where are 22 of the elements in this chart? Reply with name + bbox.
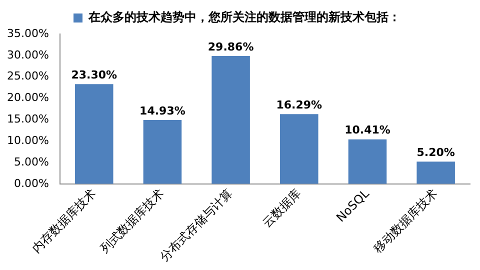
y-tick-label: 25.00%: [6, 70, 49, 83]
bar: [280, 114, 318, 184]
y-tick-label: 20.00%: [6, 91, 49, 104]
x-tick-label: 云数据库: [260, 186, 304, 230]
bar: [348, 139, 387, 184]
y-tick-label: 30.00%: [6, 48, 49, 62]
bar: [212, 56, 250, 184]
data-label: 14.93%: [140, 104, 186, 118]
y-tick-label: 10.00%: [6, 134, 49, 147]
data-label: 10.41%: [344, 124, 390, 137]
bar: [143, 120, 182, 184]
y-tick-label: 35.00%: [6, 26, 49, 40]
x-tick-label: 移动数据库技术: [370, 186, 440, 256]
data-label: 16.29%: [276, 98, 322, 112]
legend-label: 在众多的技术趋势中，您所关注的数据管理的新技术包括：: [88, 10, 400, 24]
bar: [416, 162, 455, 184]
data-label: 29.86%: [208, 40, 254, 54]
bar: [74, 84, 114, 184]
y-tick-label: 15.00%: [6, 112, 49, 126]
data-label: 23.30%: [71, 68, 118, 82]
data-label: 5.20%: [416, 146, 455, 160]
y-tick-label: 5.00%: [14, 155, 49, 168]
